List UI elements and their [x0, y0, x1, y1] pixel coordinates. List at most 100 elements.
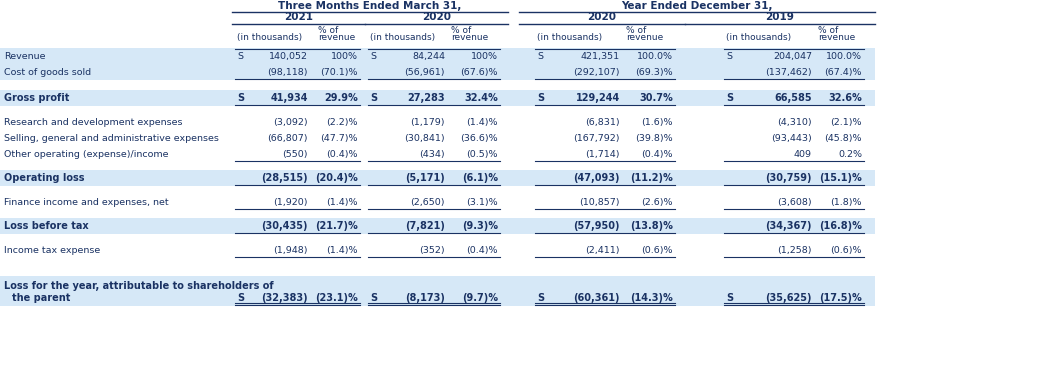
Text: Selling, general and administrative expenses: Selling, general and administrative expe… [4, 134, 219, 143]
Text: (1.4)%: (1.4)% [466, 118, 498, 127]
Bar [0, 114, 875, 130]
Text: (1.6)%: (1.6)% [642, 118, 674, 127]
Text: (67.6)%: (67.6)% [461, 68, 498, 77]
Text: (4,310): (4,310) [778, 118, 812, 127]
Text: S: S [237, 293, 244, 303]
Text: (0.4)%: (0.4)% [466, 246, 498, 255]
Text: 32.4%: 32.4% [464, 93, 498, 103]
Text: Gross profit: Gross profit [4, 93, 69, 103]
Text: (1.8)%: (1.8)% [831, 197, 862, 207]
Text: (30,759): (30,759) [765, 173, 812, 183]
Text: (in thousands): (in thousands) [537, 33, 602, 42]
Text: (93,443): (93,443) [771, 134, 812, 143]
Text: (1,179): (1,179) [411, 118, 445, 127]
Text: (6.1)%: (6.1)% [462, 173, 498, 183]
Bar [0, 130, 875, 146]
Text: (15.1)%: (15.1)% [819, 173, 862, 183]
Text: revenue: revenue [818, 33, 855, 42]
Text: Loss before tax: Loss before tax [4, 221, 88, 231]
Text: S: S [370, 93, 377, 103]
Text: the parent: the parent [12, 293, 70, 303]
Text: % of: % of [451, 26, 471, 35]
Text: Research and development expenses: Research and development expenses [4, 118, 183, 127]
Text: (11.2)%: (11.2)% [630, 173, 674, 183]
Text: % of: % of [818, 26, 838, 35]
Text: 27,283: 27,283 [408, 93, 445, 103]
Text: 409: 409 [794, 150, 812, 159]
Text: (60,361): (60,361) [573, 293, 620, 303]
Text: (0.4)%: (0.4)% [642, 150, 674, 159]
Text: (1,258): (1,258) [778, 246, 812, 255]
Text: S: S [237, 93, 244, 103]
Text: (30,435): (30,435) [262, 221, 307, 231]
Text: (32,383): (32,383) [262, 293, 307, 303]
Text: (0.6)%: (0.6)% [642, 246, 674, 255]
Text: (39.8)%: (39.8)% [635, 134, 674, 143]
Text: (17.5)%: (17.5)% [819, 293, 862, 303]
Text: (2,650): (2,650) [411, 197, 445, 207]
Text: 2020: 2020 [587, 12, 616, 23]
Text: (47,093): (47,093) [573, 173, 620, 183]
Bar [0, 48, 875, 64]
Text: (in thousands): (in thousands) [370, 33, 435, 42]
Text: 0.2%: 0.2% [838, 150, 862, 159]
Text: (23.1)%: (23.1)% [315, 293, 358, 303]
Text: 129,244: 129,244 [576, 93, 620, 103]
Text: (57,950): (57,950) [573, 221, 620, 231]
Text: 100.0%: 100.0% [637, 52, 674, 61]
Text: (3.1)%: (3.1)% [466, 197, 498, 207]
Text: (2.6)%: (2.6)% [642, 197, 674, 207]
Bar [0, 64, 875, 80]
Text: S: S [237, 52, 243, 61]
Text: (5,171): (5,171) [405, 173, 445, 183]
Text: (1.4)%: (1.4)% [327, 246, 358, 255]
Text: (66,807): (66,807) [267, 134, 307, 143]
Text: (1,948): (1,948) [273, 246, 307, 255]
Bar [0, 194, 875, 210]
Text: (7,821): (7,821) [405, 221, 445, 231]
Text: (0.4)%: (0.4)% [327, 150, 358, 159]
Text: S: S [370, 293, 377, 303]
Text: S: S [726, 93, 733, 103]
Text: % of: % of [318, 26, 338, 35]
Text: (434): (434) [419, 150, 445, 159]
Text: (550): (550) [283, 150, 307, 159]
Text: (34,367): (34,367) [765, 221, 812, 231]
Text: S: S [537, 52, 543, 61]
Text: (16.8)%: (16.8)% [819, 221, 862, 231]
Text: (14.3)%: (14.3)% [630, 293, 674, 303]
Text: S: S [726, 52, 732, 61]
Text: (13.8)%: (13.8)% [630, 221, 674, 231]
Text: (67.4)%: (67.4)% [825, 68, 862, 77]
Text: (28,515): (28,515) [262, 173, 307, 183]
Text: Other operating (expense)/income: Other operating (expense)/income [4, 150, 168, 159]
Bar [0, 242, 875, 258]
Text: Three Months Ended March 31,: Three Months Ended March 31, [279, 2, 462, 11]
Text: (352): (352) [419, 246, 445, 255]
Text: (47.7)%: (47.7)% [320, 134, 358, 143]
Text: S: S [537, 293, 544, 303]
Text: Operating loss: Operating loss [4, 173, 84, 183]
Text: (98,118): (98,118) [267, 68, 307, 77]
Text: (1,714): (1,714) [585, 150, 620, 159]
Text: (2,411): (2,411) [585, 246, 620, 255]
Text: 2021: 2021 [284, 12, 313, 23]
Text: 100.0%: 100.0% [826, 52, 862, 61]
Text: (2.2)%: (2.2)% [327, 118, 358, 127]
Text: (in thousands): (in thousands) [726, 33, 792, 42]
Text: 30.7%: 30.7% [639, 93, 674, 103]
Text: S: S [370, 52, 376, 61]
Bar [0, 90, 875, 106]
Text: revenue: revenue [451, 33, 488, 42]
Text: (10,857): (10,857) [580, 197, 620, 207]
Text: revenue: revenue [626, 33, 663, 42]
Text: 204,047: 204,047 [774, 52, 812, 61]
Text: (292,107): (292,107) [573, 68, 620, 77]
Text: Year Ended December 31,: Year Ended December 31, [621, 2, 772, 11]
Text: (9.3)%: (9.3)% [462, 221, 498, 231]
Text: (6,831): (6,831) [585, 118, 620, 127]
Text: (0.5)%: (0.5)% [466, 150, 498, 159]
Text: Revenue: Revenue [4, 52, 46, 61]
Text: (56,961): (56,961) [404, 68, 445, 77]
Text: (9.7)%: (9.7)% [462, 293, 498, 303]
